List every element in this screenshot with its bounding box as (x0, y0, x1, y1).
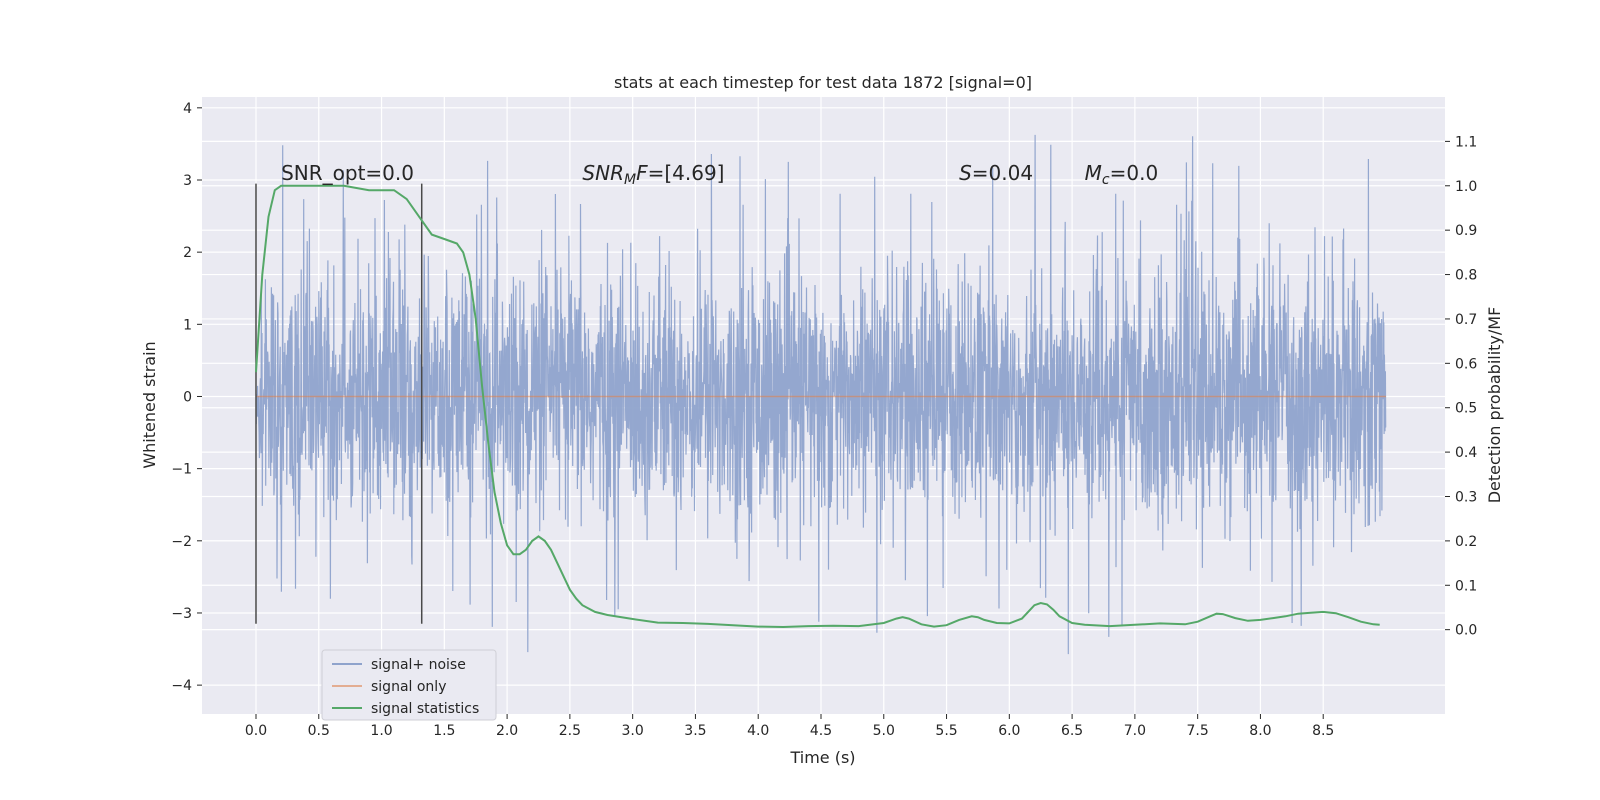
signal-statistics-series (255, 184, 1380, 629)
y-right-tick-label: 0.5 (1455, 401, 1477, 417)
legend-label-signal-statistics: signal statistics (371, 701, 479, 717)
legend-frame (321, 649, 497, 721)
annotation-part: =0.0 (1110, 161, 1159, 185)
y-right-tick-label: 0.9 (1455, 223, 1477, 239)
y-right-tick-label: 0.8 (1455, 268, 1477, 284)
y-right-tick-label: 0.7 (1455, 312, 1477, 328)
signal-plus-noise-series (255, 134, 1387, 655)
annotation-part: c (1102, 171, 1110, 187)
y-left-tick-label: −1 (171, 462, 192, 478)
y-right-axis-title: Detection probability/MF (1485, 307, 1504, 504)
y-right-tick-label: 0.1 (1455, 578, 1477, 594)
y-right-tick-label: 1.1 (1455, 134, 1477, 150)
y-right-tick-label: 1.0 (1455, 179, 1477, 195)
y-left-tick-label: 4 (183, 101, 192, 117)
x-tick-label: 8.5 (1312, 723, 1334, 739)
chart-title: stats at each timestep for test data 187… (614, 73, 1032, 92)
annotation-3: Mc=0.0 (1085, 161, 1159, 188)
x-tick-label: 1.0 (370, 723, 392, 739)
annotation-part: =0.04 (972, 161, 1033, 185)
axes-layer: 0.0 0.5 1.0 1.5 2.0 2.5 3.0 3.5 4.0 4.5 5.0 5.5 6.0 6… (171, 101, 1477, 739)
annotation-part: =[4.69] (648, 161, 725, 185)
y-left-tick-label: 1 (183, 317, 192, 333)
y-right-tick-label: 0.4 (1455, 445, 1477, 461)
vertical-markers (255, 183, 423, 624)
y-left-tick-label: −2 (171, 534, 192, 550)
x-tick-label: 4.0 (747, 723, 769, 739)
x-tick-label: 5.0 (873, 723, 895, 739)
y-left-tick-label: 3 (183, 173, 192, 189)
annotation-part: F (636, 161, 648, 185)
y-right-tick-label: 0.0 (1455, 623, 1477, 639)
annotations-layer: SNR_opt=0.0 SNRMF=[4.69] S=0.04 Mc=0.0 (281, 161, 1158, 188)
x-tick-label: 6.0 (998, 723, 1020, 739)
x-tick-label: 7.5 (1187, 723, 1209, 739)
annotation-1: SNRMF=[4.69] (582, 161, 724, 188)
x-tick-label: 3.5 (684, 723, 706, 739)
annotation-part: M (1085, 161, 1102, 185)
y-left-tick-label: −4 (171, 678, 192, 694)
y-right-tick-label: 0.6 (1455, 356, 1477, 372)
legend-label-signal-plus-noise: signal+ noise (371, 657, 466, 673)
x-tick-label: 2.0 (496, 723, 518, 739)
annotation-0: SNR_opt=0.0 (281, 161, 414, 185)
annotation-part: M (624, 171, 636, 187)
y-right-tick-label: 0.3 (1455, 489, 1477, 505)
x-tick-label: 0.5 (308, 723, 330, 739)
x-tick-label: 6.5 (1061, 723, 1083, 739)
annotation-2: S=0.04 (959, 161, 1033, 185)
x-tick-label: 7.0 (1124, 723, 1146, 739)
x-axis-title: Time (s) (789, 748, 855, 767)
y-left-tick-label: 2 (183, 245, 192, 261)
x-tick-label: 1.5 (433, 723, 455, 739)
x-tick-label: 5.5 (935, 723, 957, 739)
legend-label-signal-only: signal only (371, 679, 446, 695)
legend: signal+ noise signal only signal statist… (321, 649, 497, 721)
x-tick-label: 3.0 (622, 723, 644, 739)
x-tick-label: 2.5 (559, 723, 581, 739)
annotation-part: SNR_opt=0.0 (281, 161, 414, 185)
x-tick-label: 4.5 (810, 723, 832, 739)
annotation-part: S (959, 161, 972, 185)
annotation-part: SNR (582, 161, 624, 185)
x-tick-label: 8.0 (1249, 723, 1271, 739)
x-tick-label: 0.0 (245, 723, 267, 739)
signal-plus-noise-line (255, 134, 1387, 655)
y-left-tick-label: 0 (183, 389, 192, 405)
y-left-tick-label: −3 (171, 606, 192, 622)
y-right-tick-label: 0.2 (1455, 534, 1477, 550)
y-left-axis-title: Whitened strain (140, 341, 159, 468)
signal-statistics-line (255, 184, 1380, 629)
